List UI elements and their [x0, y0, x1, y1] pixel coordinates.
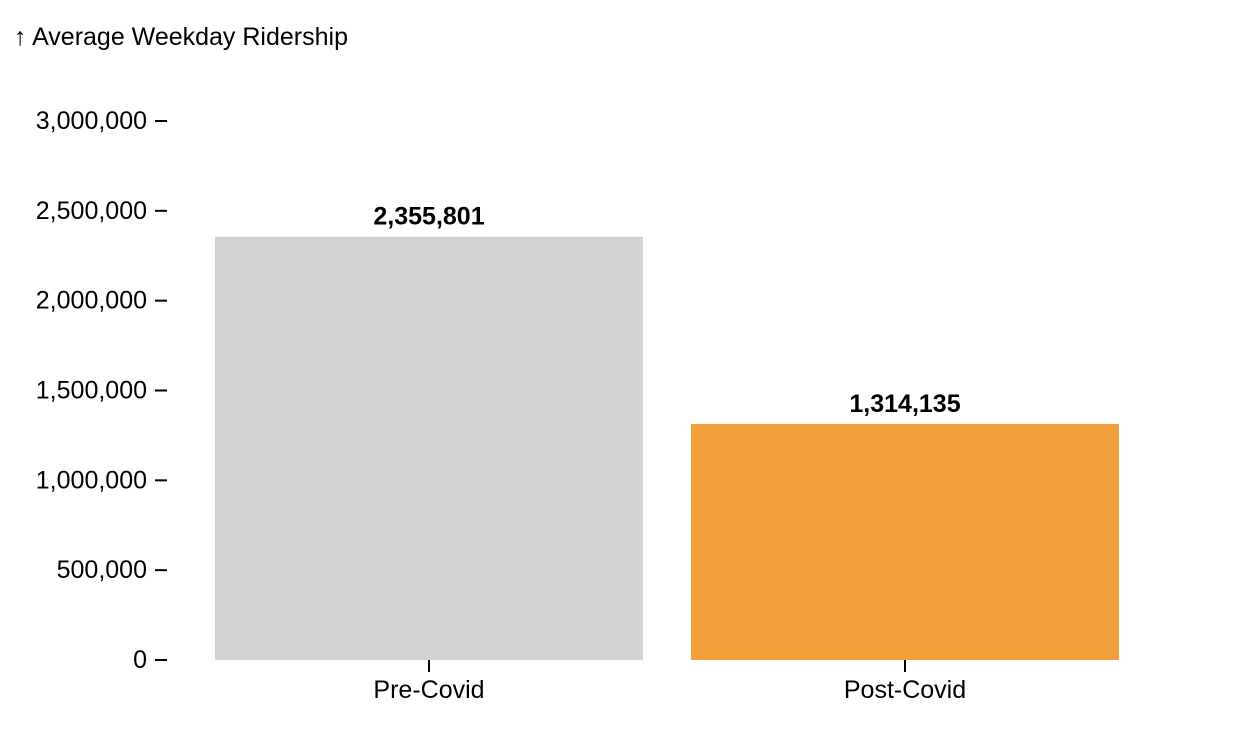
bars-group: 2,355,801 1,314,135 [215, 203, 1119, 660]
y-axis-title: ↑ Average Weekday Ridership [14, 23, 348, 51]
y-tick-label: 2,500,000 [36, 197, 147, 225]
y-tick-label: 500,000 [57, 556, 147, 584]
bar-pre-covid [215, 236, 643, 660]
y-axis: 0 500,000 1,000,000 1,500,000 2,000,000 2,500… [36, 107, 167, 674]
y-tick-label: 0 [133, 646, 147, 674]
y-tick-label: 1,000,000 [36, 466, 147, 494]
x-axis: Pre-Covid Post-Covid [373, 660, 966, 704]
y-tick-label: 1,500,000 [36, 377, 147, 405]
bar-value-label: 1,314,135 [849, 390, 960, 418]
y-tick-label: 3,000,000 [36, 107, 147, 135]
bar-post-covid [691, 423, 1119, 660]
bar-value-label: 2,355,801 [373, 203, 484, 231]
x-tick-label: Post-Covid [844, 676, 966, 704]
x-tick-label: Pre-Covid [373, 676, 484, 704]
y-tick-label: 2,000,000 [36, 287, 147, 315]
